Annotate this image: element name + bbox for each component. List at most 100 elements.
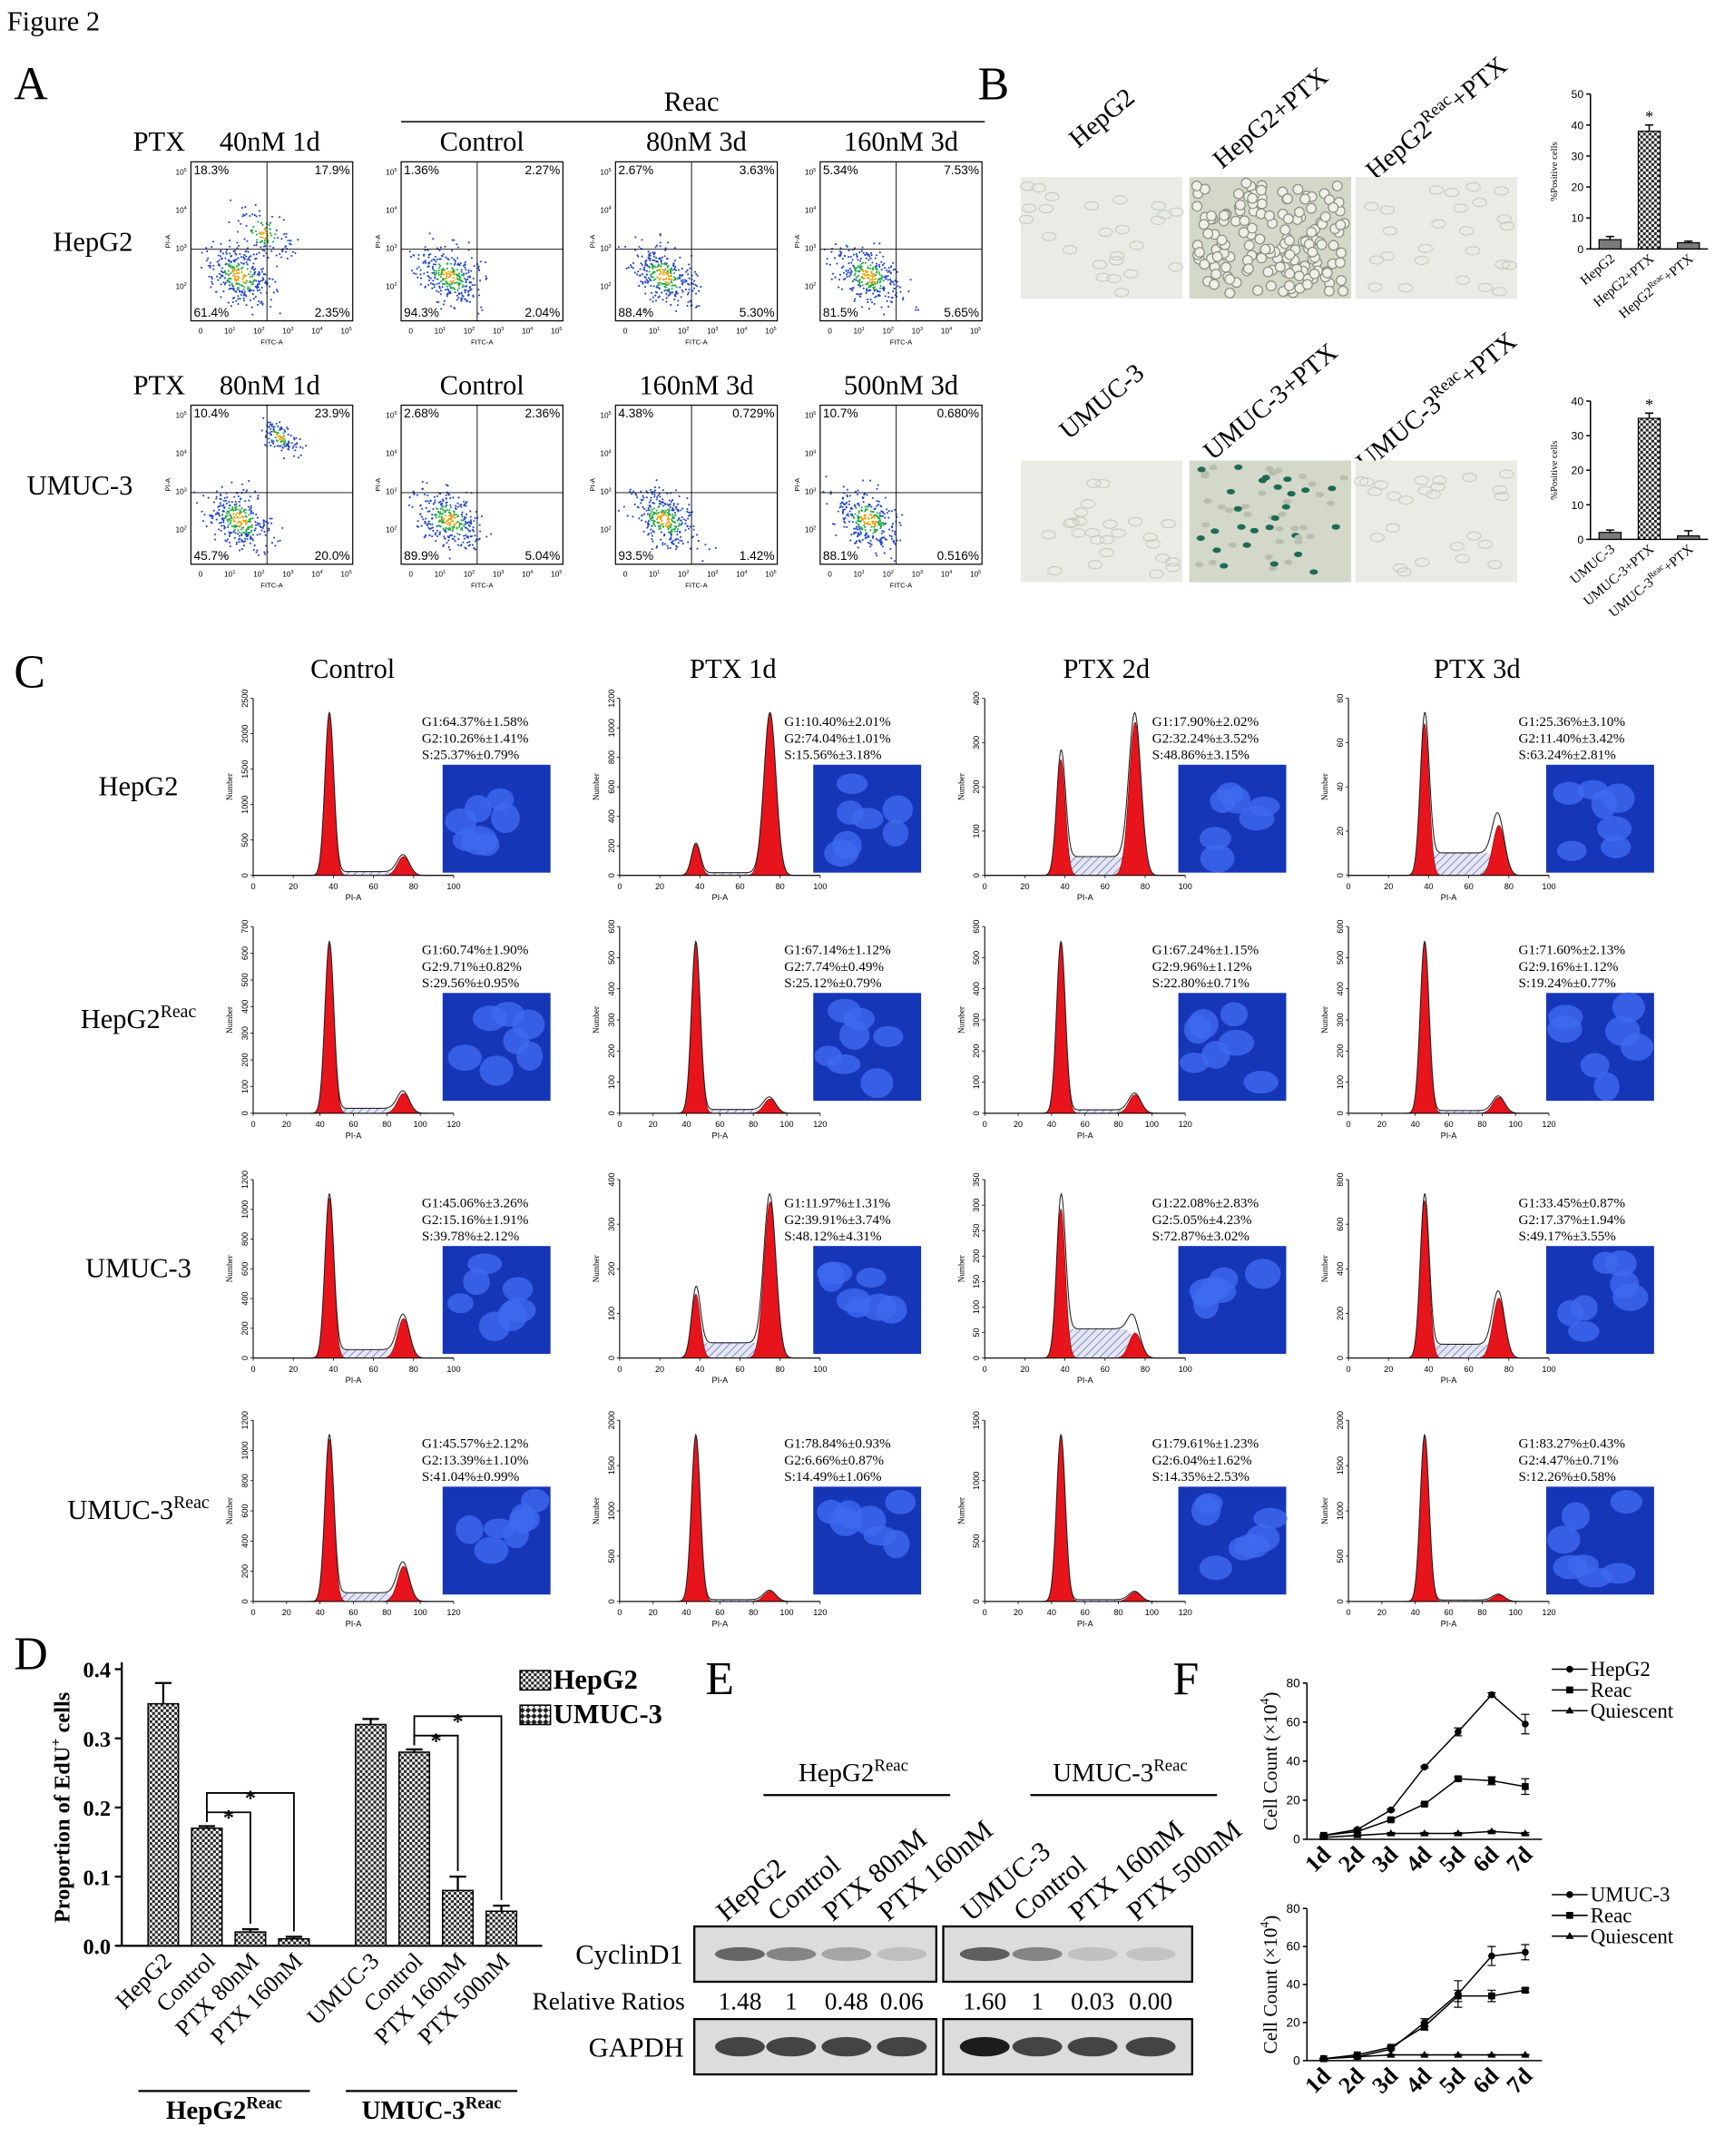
event-dot [239, 513, 241, 515]
event-dot [877, 263, 880, 266]
cell [1196, 535, 1205, 542]
relative-ratio: 1 [785, 1987, 798, 2014]
event-dot [207, 264, 211, 267]
event-dot [867, 289, 870, 292]
event-dot [660, 503, 662, 505]
event-dot [230, 266, 232, 269]
event-dot [228, 531, 230, 534]
event-dot [429, 252, 432, 256]
event-dot [687, 291, 690, 294]
event-dot [671, 514, 674, 518]
event-dot [235, 279, 238, 282]
x-tick-label: 20 [289, 882, 298, 891]
event-dot [873, 524, 876, 527]
event-dot [279, 427, 281, 430]
event-dot [262, 272, 265, 276]
cell [1233, 188, 1245, 200]
event-dot [853, 542, 857, 544]
x-tick-label: 103 [707, 570, 718, 579]
cell [1353, 476, 1369, 486]
phase-stat: G2:9.16%±1.12% [1518, 959, 1618, 975]
event-dot [670, 500, 673, 503]
event-dot [645, 270, 648, 272]
nucleus [860, 1068, 894, 1099]
cell [1298, 474, 1308, 480]
y-tick-label: 0.0 [83, 1935, 111, 1959]
x-tick-label: 100 [813, 882, 827, 891]
event-dot [668, 508, 671, 511]
event-dot [881, 510, 884, 513]
event-dot [884, 295, 887, 298]
event-dot [258, 282, 260, 286]
event-dot [441, 507, 444, 510]
event-dot [643, 286, 647, 289]
y-axis-label: Number [1320, 1255, 1329, 1282]
phase-stat: G1:78.84%±0.93% [784, 1436, 891, 1452]
event-dot [463, 277, 466, 279]
event-dot [429, 277, 432, 279]
y-tick-label: 0 [240, 1356, 250, 1360]
cell [1165, 563, 1181, 573]
event-dot [218, 522, 221, 524]
nucleus [837, 773, 868, 795]
event-dot [869, 479, 872, 482]
event-dot [252, 289, 255, 292]
phase-stat: S:49.17%±3.55% [1518, 1229, 1616, 1244]
event-dot [641, 255, 643, 258]
x-tick-label: 40 [1047, 1608, 1056, 1617]
event-dot [647, 520, 651, 523]
quadrant-value: 0.516% [937, 549, 979, 563]
x-tick-label-part: 10 [282, 326, 291, 335]
event-dot [888, 282, 892, 285]
event-dot [250, 270, 252, 273]
event-dot [688, 504, 691, 506]
event-dot [662, 525, 665, 528]
event-dot [269, 231, 272, 235]
event-dot [838, 250, 841, 253]
cell [1206, 210, 1217, 221]
nucleus [827, 1054, 861, 1074]
event-dot [651, 272, 653, 275]
event-dot [890, 535, 893, 538]
cell [1306, 534, 1315, 540]
nucleus [447, 1044, 482, 1072]
cell [1335, 219, 1347, 230]
event-dot [229, 245, 231, 248]
event-dot [880, 537, 883, 540]
event-dot [444, 505, 447, 508]
event-dot [871, 274, 874, 277]
y-tick-label-part: 10 [600, 525, 609, 534]
event-dot [658, 269, 661, 271]
event-dot [845, 273, 848, 276]
x-tick-label: 20 [655, 882, 664, 891]
error-bar [1644, 124, 1654, 132]
drug-label: PTX [133, 369, 186, 400]
event-dot [444, 537, 446, 540]
event-dot [859, 264, 862, 267]
x-tick-label: 40 [328, 882, 338, 891]
event-dot [630, 266, 633, 269]
event-dot [650, 291, 653, 294]
quadrant-value: 89.9% [404, 549, 439, 563]
event-dot [877, 271, 880, 274]
event-dot [688, 283, 691, 286]
y-axis-label: Cell Count (×104) [1258, 1691, 1281, 1830]
event-dot [267, 522, 270, 524]
event-dot [665, 297, 668, 299]
event-dot [442, 303, 445, 306]
event-dot [871, 278, 874, 280]
event-dot [466, 535, 468, 538]
event-dot [445, 279, 447, 283]
nucleus [1547, 1525, 1581, 1554]
x-tick-label: 101 [853, 326, 864, 335]
y-tick-label: 500 [607, 1549, 616, 1563]
y-tick-label: 1000 [240, 1200, 250, 1219]
event-dot [243, 290, 246, 293]
band [1012, 2036, 1063, 2057]
event-dot [629, 490, 632, 493]
event-dot [427, 253, 430, 257]
quadrant-value: 45.7% [193, 549, 229, 563]
cell [1284, 268, 1296, 279]
event-dot [848, 256, 850, 259]
y-tick-label-part: 2 [184, 282, 187, 288]
